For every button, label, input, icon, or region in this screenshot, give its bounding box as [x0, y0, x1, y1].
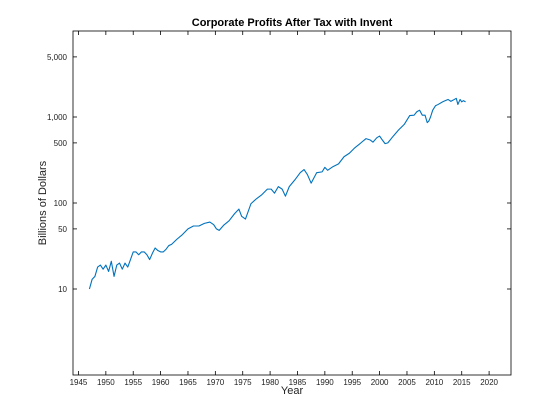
x-axis-label: Year [281, 385, 304, 397]
x-tick-label: 2015 [453, 378, 471, 387]
chart-title: Corporate Profits After Tax with Invent [192, 17, 393, 29]
x-tick-label: 2020 [480, 378, 498, 387]
x-tick-label: 2010 [425, 378, 443, 387]
x-tick-label: 1965 [179, 378, 197, 387]
y-tick-label: 100 [54, 199, 68, 208]
x-tick-label: 2005 [398, 378, 416, 387]
x-tick-label: 1995 [343, 378, 361, 387]
y-tick-label: 50 [58, 225, 67, 234]
x-tick-label: 1985 [289, 378, 307, 387]
x-tick-label: 1955 [124, 378, 142, 387]
y-tick-label: 5,000 [47, 53, 68, 62]
plot-area [72, 30, 512, 376]
y-tick-label: 10 [58, 285, 67, 294]
y-axis: 10 50 100 500 1,000 5,000 [47, 53, 511, 294]
y-axis-label: Billions of Dollars [37, 160, 49, 245]
x-tick-label: 1975 [234, 378, 252, 387]
x-tick-label: 1945 [70, 378, 88, 387]
x-tick-label: 1970 [206, 378, 224, 387]
x-tick-label: 2000 [371, 378, 389, 387]
x-axis: 1945 1950 1955 1960 1965 1970 1975 1980 1985 1990… [70, 31, 499, 387]
x-tick-label: 1980 [261, 378, 279, 387]
y-tick-label: 1,000 [47, 113, 68, 122]
x-tick-label: 1990 [316, 378, 334, 387]
y-tick-label: 500 [54, 139, 68, 148]
x-tick-label: 1960 [152, 378, 170, 387]
plot-frame [72, 30, 512, 376]
series-line [88, 97, 466, 290]
x-tick-label: 1950 [97, 378, 115, 387]
